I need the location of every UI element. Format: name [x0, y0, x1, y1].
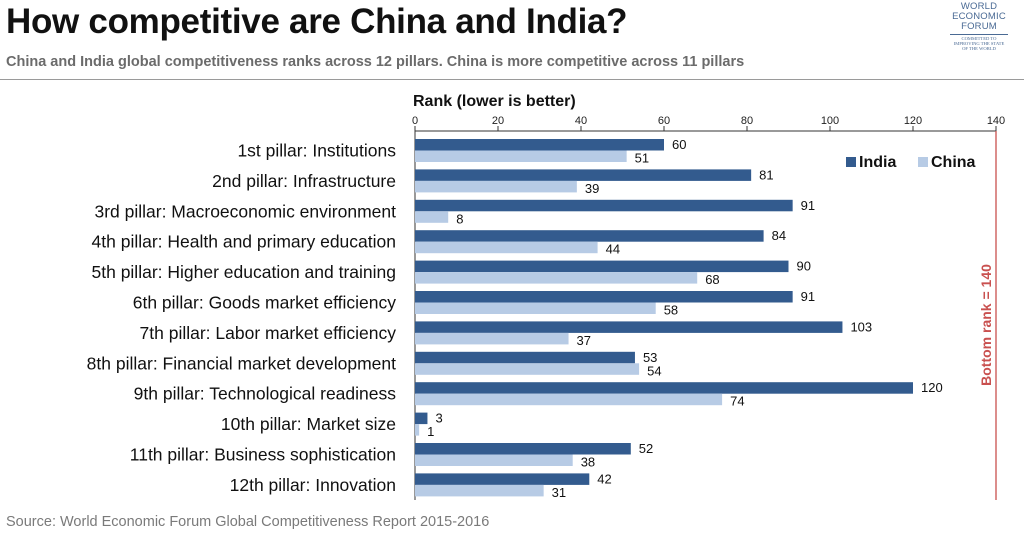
category-label: 11th pillar: Business sophistication	[130, 445, 396, 465]
data-label-china: 58	[664, 303, 678, 318]
chart-title: How competitive are China and India?	[6, 2, 628, 41]
bar-india	[415, 321, 843, 333]
data-label-india: 42	[597, 471, 611, 486]
bar-india	[415, 230, 764, 242]
data-label-india: 91	[801, 198, 815, 213]
bar-india	[415, 169, 752, 181]
data-label-china: 51	[635, 151, 649, 166]
category-label: 12th pillar: Innovation	[230, 475, 396, 495]
bar-india	[415, 473, 590, 485]
logo-line-1: WORLD	[960, 1, 998, 12]
data-label-china: 68	[705, 272, 719, 287]
data-label-india: 90	[797, 259, 811, 274]
wef-logo: WORLD ECONOMIC FORUM COMMITTED TO IMPROV…	[938, 2, 1020, 74]
data-label-china: 38	[581, 455, 595, 470]
bar-china	[415, 211, 449, 223]
data-label-india: 120	[921, 380, 943, 395]
bar-china	[415, 272, 698, 284]
data-label-india: 53	[643, 350, 657, 365]
source-note: Source: World Economic Forum Global Comp…	[6, 514, 490, 530]
bar-india	[415, 412, 428, 425]
bar-china	[415, 363, 640, 375]
logo-tagline-1: COMMITTED TO	[961, 36, 997, 41]
chart-subtitle: China and India global competitiveness r…	[6, 54, 745, 70]
category-label: 10th pillar: Market size	[221, 414, 396, 434]
data-label-china: 54	[647, 363, 661, 378]
category-label: 8th pillar: Financial market development	[87, 353, 396, 373]
bar-india	[415, 260, 789, 273]
x-tick-label: 0	[412, 115, 418, 127]
data-label-china: 74	[730, 394, 744, 409]
bar-china	[415, 454, 573, 466]
logo-tagline-3: OF THE WORLD	[962, 46, 996, 51]
category-label: 6th pillar: Goods market efficiency	[133, 293, 397, 313]
legend-swatch-china	[918, 157, 928, 167]
bar-china	[415, 241, 598, 254]
data-label-china: 1	[427, 424, 434, 439]
category-label: 3rd pillar: Macroeconomic environment	[94, 201, 396, 221]
bar-india	[415, 291, 793, 303]
x-tick-label: 40	[575, 115, 587, 127]
legend-label-china: China	[931, 154, 976, 171]
category-label: 7th pillar: Labor market efficiency	[140, 323, 397, 343]
bar-china	[415, 302, 656, 314]
data-label-india: 84	[772, 228, 786, 243]
data-label-china: 39	[585, 181, 599, 196]
data-label-india: 81	[759, 167, 773, 182]
bar-india	[415, 139, 664, 151]
x-tick-label: 120	[904, 115, 922, 127]
category-label: 4th pillar: Health and primary education	[92, 232, 396, 252]
data-label-india: 3	[435, 411, 442, 426]
x-tick-label: 140	[987, 115, 1005, 127]
data-label-india: 60	[672, 137, 686, 152]
data-label-india: 52	[639, 441, 653, 456]
logo-tagline-2: IMPROVING THE STATE	[953, 41, 1005, 46]
data-label-india: 103	[850, 319, 872, 334]
x-tick-label: 100	[821, 115, 839, 127]
bar-india	[415, 382, 913, 394]
legend-label-india: India	[859, 154, 896, 171]
data-label-china: 37	[577, 333, 591, 348]
bar-china	[415, 424, 420, 436]
data-label-china: 8	[456, 211, 463, 226]
bar-china	[415, 484, 544, 497]
bar-china	[415, 332, 569, 345]
data-label-china: 44	[606, 242, 620, 257]
category-label: 5th pillar: Higher education and trainin…	[92, 262, 397, 282]
bar-china	[415, 393, 723, 406]
bar-china	[415, 150, 627, 162]
bar-china	[415, 180, 577, 193]
x-tick-label: 60	[658, 115, 670, 127]
bar-india	[415, 443, 631, 455]
x-tick-label: 80	[741, 115, 753, 127]
legend-swatch-india	[846, 157, 856, 167]
reference-line-label: Bottom rank = 140	[978, 264, 994, 386]
category-label: 1st pillar: Institutions	[237, 141, 396, 161]
logo-line-3: FORUM	[961, 21, 997, 32]
category-label: 2nd pillar: Infrastructure	[212, 171, 396, 191]
category-label: 9th pillar: Technological readiness	[134, 384, 397, 404]
logo-divider	[950, 34, 1008, 35]
x-tick-label: 20	[492, 115, 504, 127]
bar-india	[415, 199, 793, 212]
data-label-china: 31	[552, 485, 566, 500]
header-divider	[0, 79, 1024, 80]
bar-india	[415, 351, 635, 364]
x-axis-label: Rank (lower is better)	[413, 93, 576, 110]
data-label-india: 91	[801, 289, 815, 304]
logo-line-2: ECONOMIC	[952, 11, 1006, 22]
